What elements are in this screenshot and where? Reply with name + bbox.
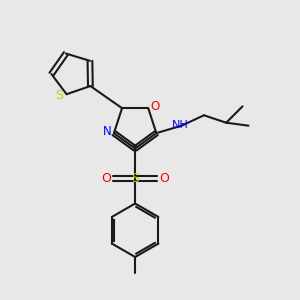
Text: O: O [159, 172, 169, 185]
Text: O: O [150, 100, 159, 113]
Text: N: N [103, 125, 112, 138]
Text: S: S [131, 172, 139, 185]
Text: O: O [101, 172, 111, 185]
Text: S: S [55, 89, 63, 102]
Text: NH: NH [172, 120, 188, 130]
